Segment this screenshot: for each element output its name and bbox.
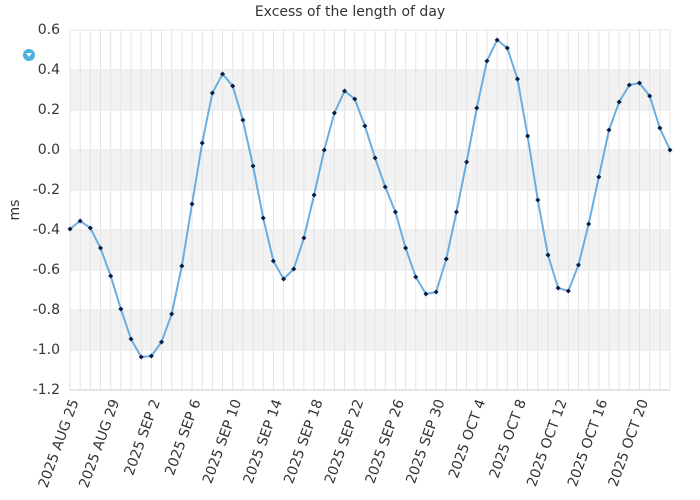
data-point [240, 117, 246, 123]
y-axis-label: ms [7, 200, 23, 221]
x-tick-label: 2025 SEP 26 [363, 397, 408, 486]
data-point [667, 147, 673, 153]
data-point [138, 354, 144, 360]
data-point [301, 235, 307, 241]
data-point [291, 266, 297, 272]
x-tick-label: 2025 SEP 2 [122, 397, 164, 477]
data-point [270, 258, 276, 264]
data-point [545, 252, 551, 258]
data-point [260, 215, 266, 221]
grid-band [70, 150, 670, 190]
data-point [555, 285, 561, 291]
data-point [209, 90, 215, 96]
data-point [118, 306, 124, 312]
x-tick-label: 2025 AUG 25 [36, 397, 83, 490]
data-point [464, 159, 470, 165]
data-point [281, 276, 287, 282]
x-tick-label: 2025 SEP 14 [241, 397, 286, 486]
data-point [98, 245, 104, 251]
data-point [474, 105, 480, 111]
data-point [311, 192, 317, 198]
data-point [443, 256, 449, 262]
data-point [636, 80, 642, 86]
data-point [403, 245, 409, 251]
chart-title: Excess of the length of day [255, 4, 445, 20]
x-tick-label: 2025 SEP 30 [403, 397, 448, 486]
data-point [362, 123, 368, 129]
data-point [108, 273, 114, 279]
x-tick-label: 2025 SEP 6 [162, 397, 204, 477]
data-point [596, 174, 602, 180]
data-line [69, 38, 671, 359]
menu-icon[interactable] [23, 49, 35, 61]
data-point [250, 163, 256, 169]
data-point [575, 262, 581, 268]
plot-background [69, 29, 671, 391]
data-point [433, 289, 439, 295]
data-point [128, 336, 134, 342]
data-point [647, 93, 653, 99]
y-tick-label: -0.8 [33, 302, 60, 318]
data-point [382, 184, 388, 190]
x-tick-label: 2025 OCT 20 [606, 397, 652, 489]
data-point [494, 37, 500, 43]
x-tick-label: 2025 OCT 16 [565, 397, 611, 489]
data-point [453, 209, 459, 215]
data-point [67, 226, 73, 232]
data-point [565, 288, 571, 294]
data-point [372, 155, 378, 161]
data-point [331, 110, 337, 116]
y-tick-label: 0.2 [38, 102, 60, 118]
y-tick-label: -0.6 [33, 262, 60, 278]
data-point [87, 225, 93, 231]
data-point [514, 76, 520, 82]
y-tick-label: -1.0 [33, 342, 60, 358]
data-point [199, 140, 205, 146]
data-point [189, 201, 195, 207]
data-point [342, 88, 348, 94]
x-tick-label: 2025 OCT 8 [487, 397, 530, 480]
x-tick-label: 2025 OCT 12 [524, 397, 570, 489]
data-point [606, 127, 612, 133]
x-tick-label: 2025 SEP 18 [281, 397, 326, 486]
y-tick-label: -0.2 [33, 182, 60, 198]
data-point [413, 274, 419, 280]
y-tick-label: 0.6 [38, 22, 60, 38]
menu-icon-arrow[interactable] [26, 53, 32, 57]
x-tick-label: 2025 SEP 10 [200, 397, 245, 486]
data-point [321, 147, 327, 153]
y-tick-label: -0.4 [33, 222, 60, 238]
data-point [352, 96, 358, 102]
y-tick-label: 0.4 [38, 62, 60, 78]
data-point [148, 353, 154, 359]
data-point [77, 218, 83, 224]
data-point [657, 125, 663, 131]
data-point [586, 221, 592, 227]
data-point [220, 71, 226, 77]
data-point [169, 311, 175, 317]
data-point [535, 197, 541, 203]
data-point [626, 82, 632, 88]
y-tick-label: 0.0 [38, 142, 60, 158]
data-point [616, 99, 622, 105]
data-point [179, 263, 185, 269]
data-point [504, 45, 510, 51]
data-point [484, 58, 490, 64]
data-point [159, 339, 165, 345]
data-point [230, 83, 236, 89]
y-tick-label: -1.2 [33, 382, 60, 398]
data-point [392, 209, 398, 215]
data-point [525, 133, 531, 139]
x-tick-label: 2025 SEP 22 [322, 397, 367, 486]
x-tick-label: 2025 AUG 29 [76, 397, 123, 490]
data-point [423, 291, 429, 297]
grid-band [70, 70, 670, 110]
grid-band [70, 230, 670, 270]
x-tick-label: 2025 OCT 4 [446, 397, 489, 480]
